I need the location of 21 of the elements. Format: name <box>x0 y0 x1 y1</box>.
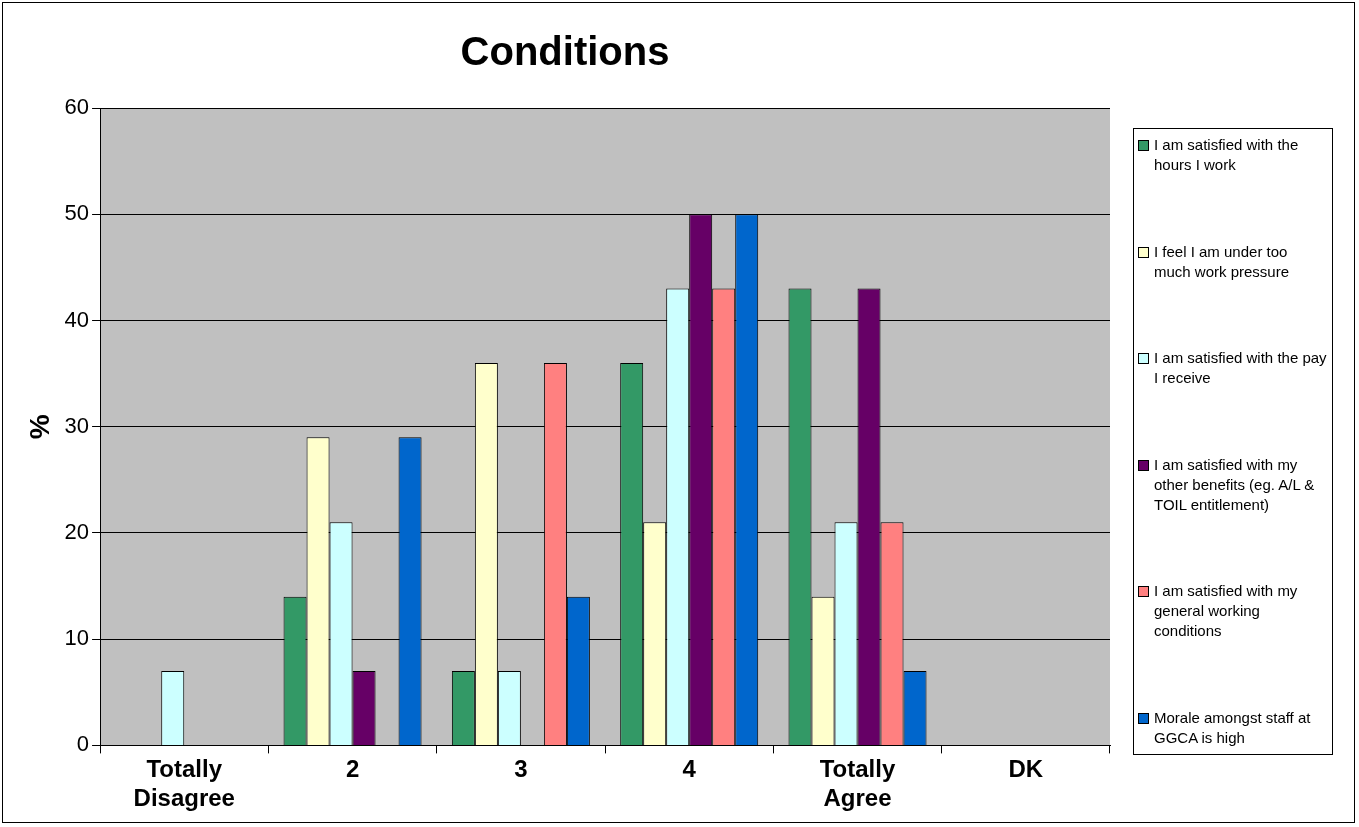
y-tick-label: 10 <box>64 625 90 651</box>
chart-title: Conditions <box>460 29 670 74</box>
legend-label: Morale amongst staff at GGCA is high <box>1154 707 1312 748</box>
y-tick-label: 60 <box>64 94 90 120</box>
y-tick-label: 20 <box>64 519 90 544</box>
legend-label: I am satisfied with my other benefits (eg. A/L & TOIL entitlement) <box>1154 454 1316 515</box>
y-tick-label: 0 <box>76 731 90 757</box>
y-tick-label: 40 <box>64 306 90 332</box>
legend-label: I am satisfied with the hours I work <box>1154 135 1300 175</box>
legend-label: I feel I am under too much work pressure <box>1154 241 1291 282</box>
x-tick-label: Totally Agree <box>819 755 896 812</box>
x-tick-label: DK <box>1008 755 1044 783</box>
x-tick-label: 2 <box>345 755 360 783</box>
y-tick-label: 50 <box>64 200 90 226</box>
x-tick-label: Totally Disagree <box>133 755 235 812</box>
x-tick-label: 3 <box>514 755 528 783</box>
y-axis-title: % <box>23 414 55 440</box>
y-tick-label: 30 <box>64 412 90 438</box>
x-tick-label: 4 <box>682 755 697 783</box>
legend-label: I am satisfied with the pay I receive <box>1154 348 1328 389</box>
legend-label: I am satisfied with my general working conditions <box>1154 581 1299 642</box>
